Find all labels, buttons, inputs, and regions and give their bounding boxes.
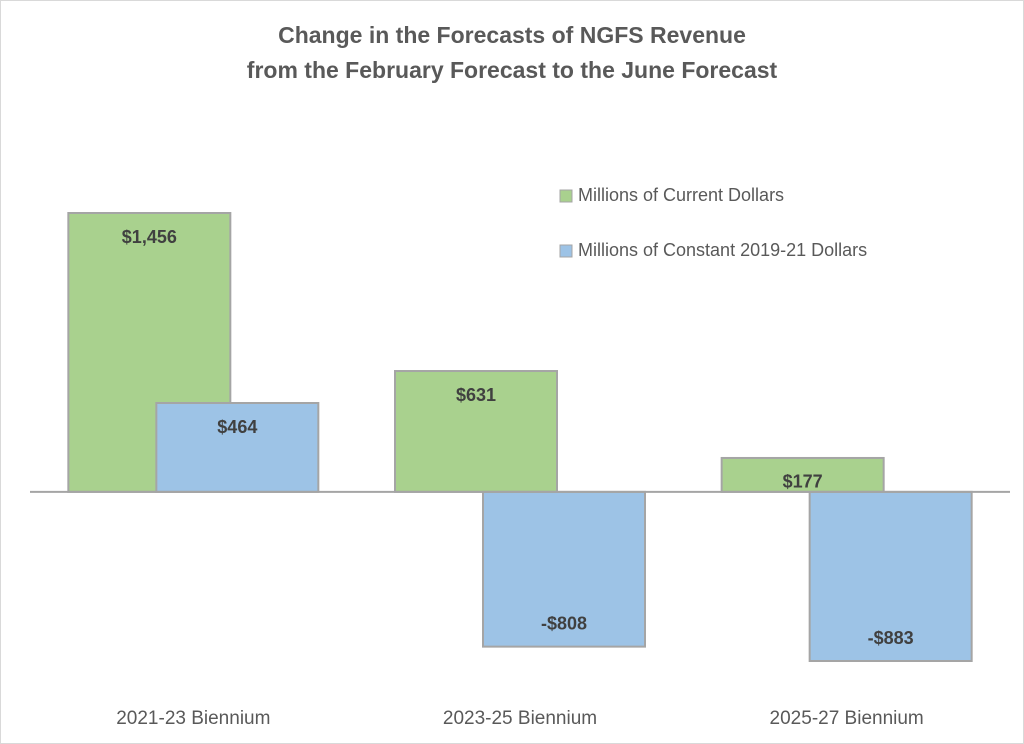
x-tick-label: 2021-23 Biennium bbox=[116, 708, 270, 729]
legend-label: Millions of Constant 2019-21 Dollars bbox=[578, 240, 867, 260]
legend-label: Millions of Current Dollars bbox=[578, 185, 784, 205]
legend-swatch bbox=[559, 244, 573, 258]
x-tick-label: 2023-25 Biennium bbox=[443, 708, 597, 729]
value-label: $1,456 bbox=[122, 227, 177, 247]
bar bbox=[482, 490, 646, 648]
chart-title: Change in the Forecasts of NGFS Revenue bbox=[278, 22, 746, 48]
value-label: $631 bbox=[456, 385, 496, 405]
value-label: -$808 bbox=[541, 613, 587, 633]
chart-title: from the February Forecast to the June F… bbox=[247, 57, 778, 83]
x-tick-label: 2025-27 Biennium bbox=[770, 708, 924, 729]
bar bbox=[808, 490, 973, 662]
bar bbox=[720, 456, 885, 493]
value-label: -$883 bbox=[868, 628, 914, 648]
value-label: $177 bbox=[783, 472, 823, 492]
value-label: $464 bbox=[217, 417, 257, 437]
legend-swatch bbox=[559, 189, 573, 203]
bar bbox=[394, 370, 558, 493]
